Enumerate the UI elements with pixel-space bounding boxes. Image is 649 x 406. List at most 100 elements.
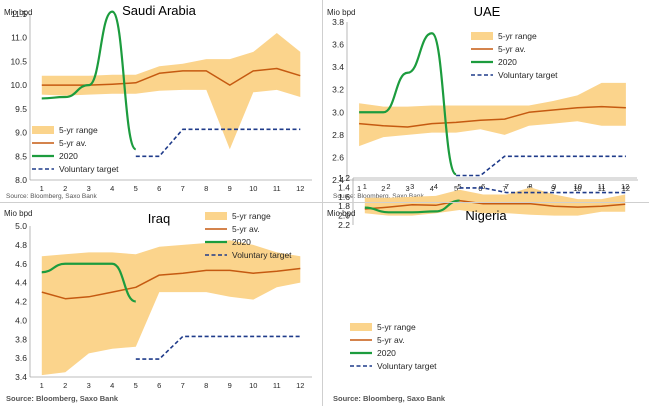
x-tick-label: 12 xyxy=(621,182,629,191)
y-tick-label: 3.6 xyxy=(332,40,344,50)
x-tick-label: 8 xyxy=(204,184,208,193)
legend-label: 2020 xyxy=(377,348,396,358)
y-tick-label: 2.4 xyxy=(332,175,344,185)
legend-swatch-range xyxy=(205,212,227,220)
x-tick-label: 12 xyxy=(296,381,304,390)
legend-label: 5-yr range xyxy=(498,31,537,41)
x-tick-label: 6 xyxy=(481,182,485,191)
chart-title: Iraq xyxy=(148,211,170,226)
x-tick-label: 2 xyxy=(386,182,390,191)
x-tick-label: 5 xyxy=(457,182,461,191)
x-tick-label: 2 xyxy=(381,184,385,193)
y2020-line xyxy=(41,262,137,303)
x-tick-label: 10 xyxy=(249,381,257,390)
x-tick-label: 5 xyxy=(134,381,138,390)
chart-panel-saudi-arabia: 8.0 8.5 9.0 9.5 10.0 10.5 11.0 11.5 1 2 3 4 5 6 7 8 9 10 1… xyxy=(0,0,322,202)
y-tick-label: 9.0 xyxy=(15,128,27,138)
y-tick-label: 3.2 xyxy=(332,85,344,95)
x-tick-label: 8 xyxy=(204,381,208,390)
y-tick-label: 2.0 xyxy=(338,211,350,221)
x-tick-label: 1 xyxy=(40,381,44,390)
source-note: Source: Bloomberg, Saxo Bank xyxy=(6,394,119,403)
y-tick-label: 3.8 xyxy=(15,334,27,344)
x-tick-label: 5 xyxy=(454,184,458,193)
y-tick-label: 2.8 xyxy=(332,130,344,140)
x-tick-label: 1 xyxy=(363,182,367,191)
x-tick-label: 12 xyxy=(622,184,630,193)
y-tick-label: 1.2 xyxy=(338,173,350,183)
source-note: Source: Bloomberg, Saxo Bank xyxy=(333,394,446,403)
x-tick-label: 7 xyxy=(503,184,507,193)
chart-panel-iraq: 3.4 3.6 3.8 4.0 4.2 4.4 4.6 4.8 5.0 1 2 3 4 5 6 7 8 9 10 11… xyxy=(0,203,322,406)
y-tick-label: 11.0 xyxy=(11,33,27,43)
y-tick-label: 4.4 xyxy=(15,278,27,288)
x-tick-label: 11 xyxy=(273,381,281,390)
x-tick-label: 4 xyxy=(430,184,434,193)
y-tick-label: 9.5 xyxy=(15,104,27,114)
y-tick-label: 2.6 xyxy=(332,152,344,162)
y-tick-label: 8.5 xyxy=(15,151,27,161)
x-tick-label: 7 xyxy=(181,381,185,390)
x-tick-label: 3 xyxy=(87,184,91,193)
legend-label: Voluntary target xyxy=(232,250,292,260)
x-tick-label: 8 xyxy=(528,182,532,191)
x-tick-label: 3 xyxy=(410,182,414,191)
x-tick-label: 6 xyxy=(157,381,161,390)
x-tick-label: 2 xyxy=(63,381,67,390)
legend-label: 2020 xyxy=(59,151,78,161)
chart-panel-nigeria: 1.2 1.4 1.6 1.8 2.0 2.2 1 2 3 4 5 6 7 8 9 10 11 12 Nigeria… xyxy=(323,173,649,406)
legend-swatch-range xyxy=(350,323,372,331)
legend-label: 5-yr av. xyxy=(377,335,405,345)
x-tick-label: 5 xyxy=(134,184,138,193)
y-tick-label: 3.8 xyxy=(332,17,344,27)
y-tick-label: 4.8 xyxy=(15,240,27,250)
range-band xyxy=(41,33,301,150)
range-band xyxy=(359,82,626,147)
x-tick-label: 3 xyxy=(406,184,410,193)
target-line xyxy=(135,335,301,360)
x-tick-label: 10 xyxy=(573,184,581,193)
legend-swatch-range xyxy=(471,32,493,40)
panel-divider-horizontal xyxy=(0,202,649,203)
y-tick-label: 4.6 xyxy=(15,259,27,269)
y2020-line xyxy=(364,199,460,214)
legend-label: 2020 xyxy=(498,57,517,67)
y2020-line xyxy=(41,10,137,151)
target-line xyxy=(456,155,626,177)
legend-label: 5-yr av. xyxy=(232,224,260,234)
x-tick-label: 9 xyxy=(228,381,232,390)
y-tick-label: 1.8 xyxy=(338,201,350,211)
avg-line xyxy=(364,199,626,210)
x-tick-label: 11 xyxy=(273,184,281,193)
y2020-line xyxy=(359,32,458,176)
y-axis-unit-label: Mio bpd xyxy=(327,8,355,17)
legend-swatch-range xyxy=(32,126,54,134)
legend-label: Voluntary target xyxy=(59,164,119,174)
x-tick-label: 4 xyxy=(110,184,114,193)
x-tick-label: 10 xyxy=(574,182,582,191)
source-note: Source: Bloomberg, Saxo Bank xyxy=(6,193,97,200)
chart-panel-uae: 2.42.62.83.03.23.43.63.8123456789101112U… xyxy=(323,0,649,202)
x-tick-label: 3 xyxy=(87,381,91,390)
x-tick-label: 6 xyxy=(157,184,161,193)
target-line xyxy=(135,128,301,158)
legend-label: Voluntary target xyxy=(377,361,437,371)
x-tick-label: 1 xyxy=(357,184,361,193)
y-tick-label: 3.4 xyxy=(332,62,344,72)
y-tick-label: 11.5 xyxy=(11,9,27,19)
range-band xyxy=(41,240,301,376)
avg-line xyxy=(359,105,626,128)
legend-label: 5-yr av. xyxy=(498,44,526,54)
chart-title: Nigeria xyxy=(465,208,507,223)
y-axis-unit-label: Mio bpd xyxy=(4,209,32,218)
y-tick-label: 3.0 xyxy=(332,107,344,117)
x-tick-label: 4 xyxy=(434,182,438,191)
chart-title: UAE xyxy=(474,4,501,19)
chart-title: Saudi Arabia xyxy=(122,3,196,18)
range-band xyxy=(364,187,626,216)
legend-label: 5-yr range xyxy=(59,125,98,135)
source-note: Source: Bloomberg, Saxo Bank xyxy=(333,193,424,200)
target-line xyxy=(459,187,626,194)
y-tick-label: 3.4 xyxy=(15,372,27,382)
legend-label: 2020 xyxy=(232,237,251,247)
